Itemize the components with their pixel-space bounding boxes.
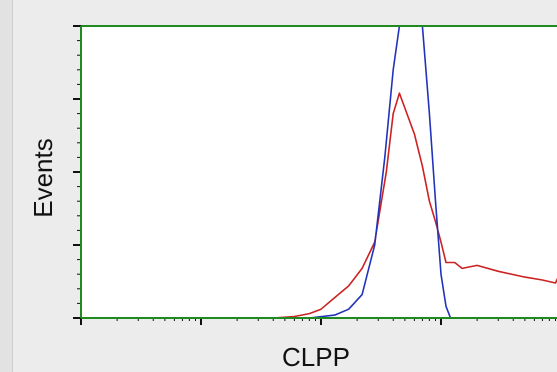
plot-area [81, 26, 557, 318]
left-panel-edge [0, 0, 13, 372]
x-axis-label: CLPP [282, 342, 350, 372]
y-axis-label: Events [28, 138, 58, 218]
